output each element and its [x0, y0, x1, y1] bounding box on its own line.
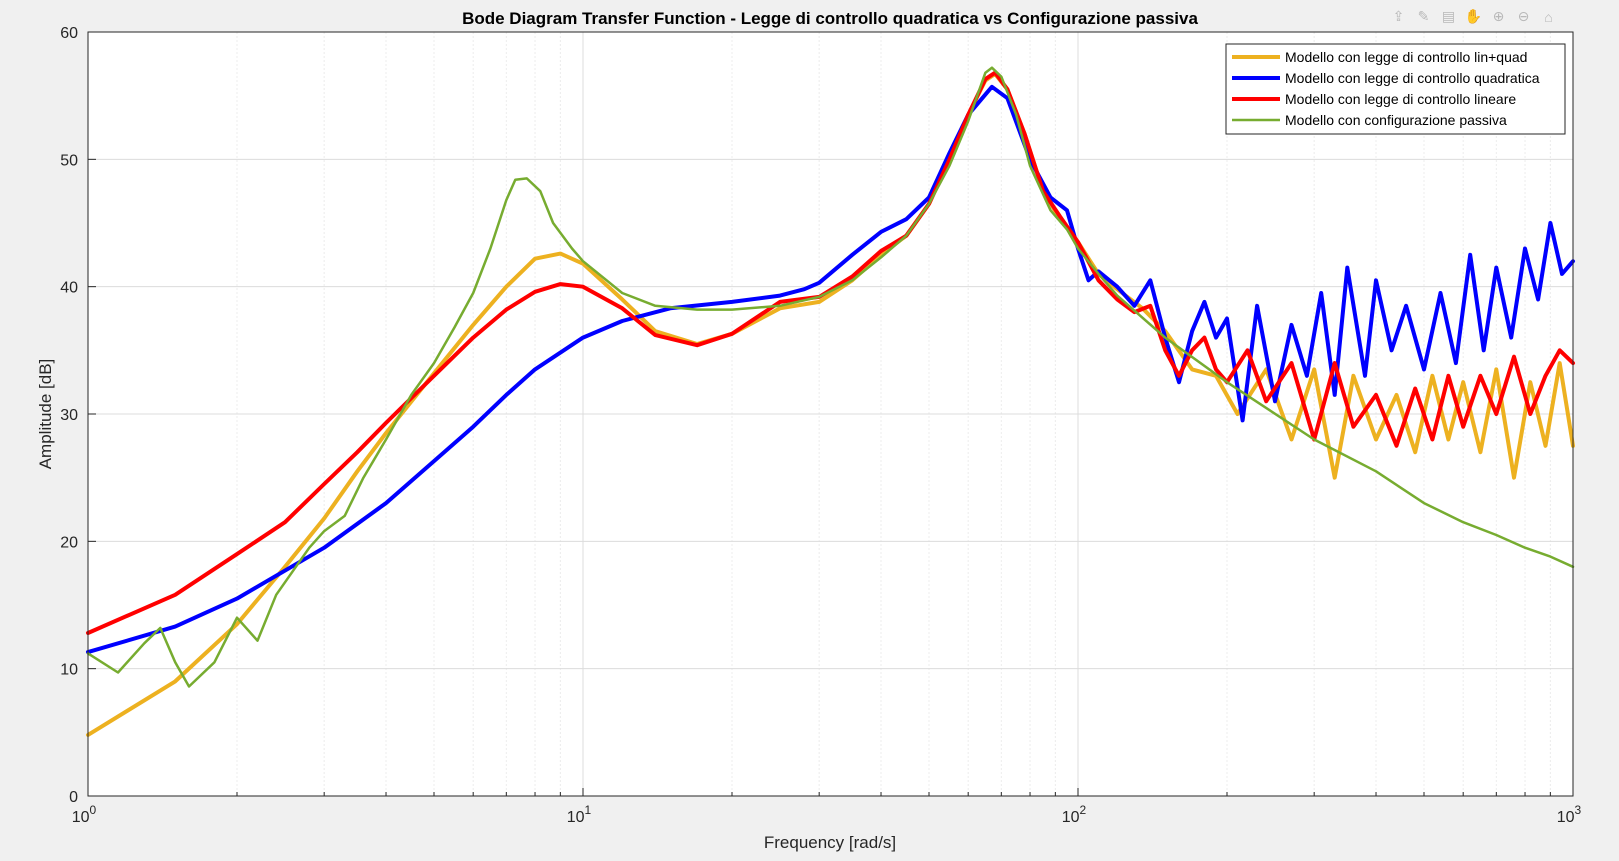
y-tick-label: 60: [60, 25, 78, 42]
series-layer: [86, 66, 1575, 737]
grid-lines: [88, 32, 1573, 796]
legend[interactable]: Modello con legge di controllo lin+quad M…: [1225, 43, 1566, 135]
axes-box: [87, 31, 1574, 797]
legend-label-2: Modello con legge di controllo lineare: [1285, 91, 1516, 107]
figure-toolbar: ⇪ ✎ ▤ ✋ ⊕ ⊖ ⌂: [1388, 6, 1559, 27]
export-icon[interactable]: ⇪: [1392, 8, 1405, 24]
zoom-out-icon[interactable]: ⊖: [1517, 8, 1530, 24]
series-line-3: [86, 66, 1575, 688]
x-tick-label: 101: [567, 803, 592, 826]
series-line-2: [86, 70, 1575, 635]
legend-box: [1225, 43, 1566, 135]
brush-icon[interactable]: ✎: [1417, 8, 1430, 24]
y-tick-label: 50: [60, 152, 78, 169]
y-tick-label: 0: [69, 789, 78, 806]
axis-ticks: 0 10 20 30 40 50 60 100 101 102 103: [60, 25, 1581, 826]
legend-label-3: Modello con configurazione passiva: [1285, 112, 1507, 128]
x-tick-label: 102: [1062, 803, 1087, 826]
pan-icon[interactable]: ✋: [1464, 8, 1483, 24]
series-line-1: [86, 84, 1575, 655]
y-tick-label: 30: [60, 407, 78, 424]
y-tick-label: 20: [60, 534, 78, 551]
y-axis-label: Amplitude [dB]: [36, 359, 55, 470]
home-icon[interactable]: ⌂: [1544, 8, 1553, 25]
legend-label-0: Modello con legge di controllo lin+quad: [1285, 49, 1527, 65]
y-tick-label: 10: [60, 662, 78, 679]
x-tick-label: 100: [72, 803, 97, 826]
legend-label-1: Modello con legge di controllo quadratic…: [1285, 70, 1540, 86]
x-axis-label: Frequency [rad/s]: [764, 833, 896, 852]
chart-title: Bode Diagram Transfer Function - Legge d…: [462, 9, 1198, 28]
x-tick-label: 103: [1557, 803, 1582, 826]
zoom-in-icon[interactable]: ⊕: [1492, 8, 1505, 24]
y-tick-label: 40: [60, 280, 78, 297]
datatip-icon[interactable]: ▤: [1441, 8, 1456, 24]
